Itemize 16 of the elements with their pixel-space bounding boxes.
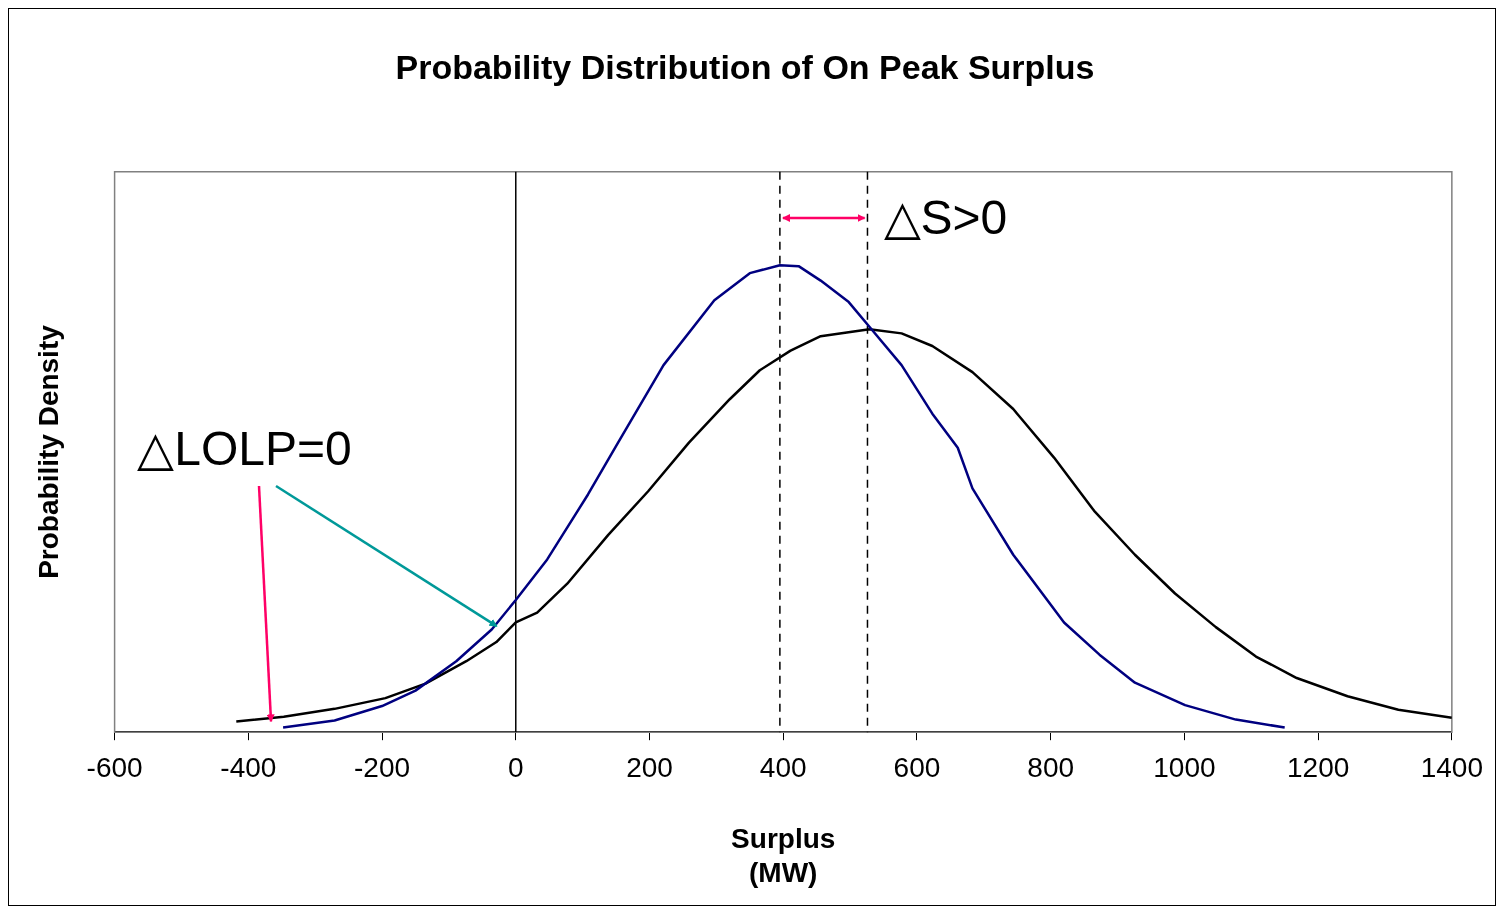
x-tick-label: 800 (1027, 751, 1075, 783)
x-tick-label: 1000 (1153, 751, 1216, 783)
x-tick-label: 0 (507, 751, 524, 783)
x-tick-label: 200 (626, 751, 673, 783)
chart-title: Probability Distribution of On Peak Surplus (395, 47, 1095, 86)
x-tick-label: 1400 (1420, 751, 1483, 783)
x-axis-title: Surplus (MW) (731, 823, 836, 888)
x-tick-label: -600 (86, 751, 143, 783)
x-tick-label: 1200 (1286, 751, 1350, 783)
text: △S>0 (883, 191, 1008, 245)
annotation: △LOLP=0 (137, 422, 352, 476)
x-tick-label: 600 (893, 751, 941, 783)
x-tick-label: -400 (220, 751, 277, 783)
x-tick-label: -200 (354, 751, 411, 783)
y-axis-title: Probability Density (32, 324, 64, 579)
x-tick-label: 400 (759, 751, 807, 783)
